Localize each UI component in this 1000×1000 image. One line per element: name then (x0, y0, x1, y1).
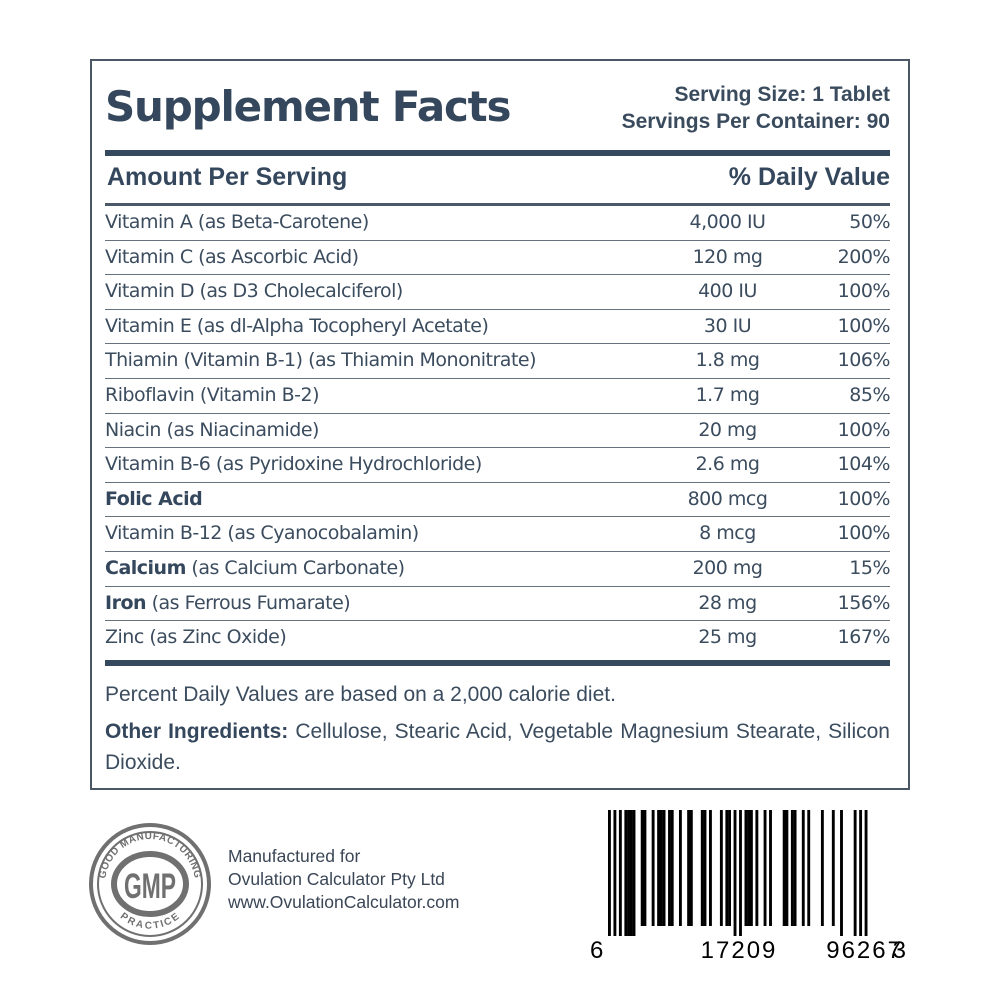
nutrient-name-text: Vitamin D (as D3 Cholecalciferol) (105, 280, 403, 303)
supplement-facts-panel: Supplement Facts Serving Size: 1 Tablet … (90, 59, 910, 790)
nutrient-name-bold: Iron (105, 591, 147, 614)
nutrient-name-text: Riboflavin (Vitamin B-2) (105, 383, 320, 406)
manufacturer-website: www.OvulationCalculator.com (228, 892, 460, 912)
nutrient-daily-value: 50% (849, 211, 890, 233)
nutrient-row: Calcium (as Calcium Carbonate) 200 mg 15% (105, 552, 890, 587)
nutrient-name: Riboflavin (Vitamin B-2) (105, 383, 320, 406)
nutrient-daily-value: 15% (849, 556, 890, 579)
nutrient-daily-value: 200% (837, 245, 891, 268)
serving-size: Serving Size: 1 Tablet (674, 83, 890, 106)
nutrient-amount: 20 mg (698, 418, 757, 441)
nutrient-name: Thiamin (Vitamin B-1) (as Thiamin Mononi… (105, 349, 537, 372)
nutrient-amount: 1.8 mg (695, 349, 760, 372)
nutrient-daily-value: 167% (837, 626, 891, 649)
nutrient-amount: 4,000 IU (689, 211, 766, 233)
other-ingredients: Other Ingredients: Cellulose, Stearic Ac… (105, 716, 890, 778)
nutrient-row: Riboflavin (Vitamin B-2) 1.7 mg 85% (105, 379, 890, 414)
daily-value-footnote: Percent Daily Values are based on a 2,00… (105, 683, 616, 706)
nutrient-amount: 800 mcg (687, 487, 768, 510)
nutrient-name-text: Vitamin A (as Beta-Carotene) (105, 211, 369, 233)
nutrient-name-bold: Folic Acid (105, 487, 203, 510)
nutrient-row: Vitamin B-12 (as Cyanocobalamin) 8 mcg 100… (105, 517, 891, 552)
manufacturer-name: Ovulation Calculator Pty Ltd (228, 869, 445, 889)
nutrient-row: Vitamin C (as Ascorbic Acid) 120 mg 200% (105, 241, 891, 276)
nutrient-name: Vitamin E (as dl-Alpha Tocopheryl Acetat… (105, 314, 489, 337)
nutrient-name-text: (as Ferrous Fumarate) (146, 591, 351, 614)
panel-title: Supplement Facts (105, 82, 512, 131)
nutrient-amount: 30 IU (703, 314, 752, 337)
nutrient-amount: 25 mg (698, 626, 757, 649)
nutrient-amount: 400 IU (698, 280, 757, 303)
nutrient-row: Vitamin A (as Beta-Carotene) 4,000 IU 50% (105, 206, 890, 241)
header-rule (105, 203, 890, 206)
nutrient-row: Vitamin B-6 (as Pyridoxine Hydrochloride… (105, 448, 891, 483)
nutrient-daily-value: 106% (837, 349, 891, 372)
nutrient-daily-value: 100% (837, 522, 891, 545)
nutrient-amount: 8 mcg (699, 522, 756, 545)
nutrient-name: Vitamin D (as D3 Cholecalciferol) (105, 280, 403, 302)
nutrient-name-text: Vitamin B-12 (as Cyanocobalamin) (105, 522, 419, 545)
nutrient-row: Folic Acid 800 mcg 100% (105, 483, 891, 518)
other-ingredients-list: Cellulose, Stearic Acid, Vegetable Magne… (105, 720, 890, 774)
nutrient-row: Thiamin (Vitamin B-1) (as Thiamin Mononi… (105, 344, 891, 379)
barcode-check-digit: 3 (893, 937, 908, 962)
nutrient-name: Niacin (as Niacinamide) (105, 419, 319, 441)
nutrient-row: Niacin (as Niacinamide) 20 mg 100% (105, 414, 891, 449)
nutrient-row: Zinc (as Zinc Oxide) 25 mg 167% (105, 621, 891, 656)
other-ingredients-label: Other Ingredients: (105, 720, 289, 743)
nutrient-name-text: Vitamin E (as dl-Alpha Tocopheryl Acetat… (105, 314, 489, 337)
nutrient-amount: 28 mg (698, 591, 757, 614)
nutrient-name: Calcium (as Calcium Carbonate) (105, 557, 405, 579)
nutrient-name: Vitamin B-6 (as Pyridoxine Hydrochloride… (105, 453, 482, 475)
nutrient-name-text: Vitamin B-6 (as Pyridoxine Hydrochloride… (105, 453, 482, 476)
nutrient-row: Vitamin E (as dl-Alpha Tocopheryl Acetat… (105, 310, 891, 345)
nutrient-name: Folic Acid (105, 487, 203, 510)
nutrient-name: Zinc (as Zinc Oxide) (105, 626, 287, 649)
column-header: Amount Per Serving % Daily Value (105, 157, 890, 197)
nutrient-amount: 200 mg (692, 556, 763, 579)
nutrient-daily-value: 156% (837, 591, 891, 614)
nutrient-amount: 120 mg (692, 245, 763, 268)
nutrient-daily-value: 100% (837, 487, 891, 510)
nutrient-name-bold: Calcium (105, 556, 186, 579)
manufacturer-info: Manufactured for Ovulation Calculator Pt… (228, 845, 459, 914)
nutrient-row: Iron (as Ferrous Fumarate) 28 mg 156% (105, 587, 891, 622)
nutrient-name: Vitamin C (as Ascorbic Acid) (105, 246, 359, 268)
daily-value-heading: % Daily Value (728, 163, 890, 191)
nutrient-name: Iron (as Ferrous Fumarate) (105, 591, 351, 614)
thick-rule-top (105, 150, 890, 156)
nutrient-name: Vitamin A (as Beta-Carotene) (105, 211, 369, 233)
nutrient-amount: 1.7 mg (695, 383, 760, 406)
nutrient-daily-value: 104% (837, 453, 891, 476)
servings-per-container: Servings Per Container: 90 (621, 110, 890, 133)
amount-per-serving-heading: Amount Per Serving (107, 163, 348, 191)
nutrient-daily-value: 100% (837, 418, 891, 441)
gmp-seal-icon: GMP GOOD MANUFACTURING PRACTICE (89, 823, 211, 945)
nutrient-amount: 2.6 mg (695, 453, 760, 476)
nutrient-name-text: Thiamin (Vitamin B-1) (as Thiamin Mononi… (105, 349, 537, 372)
gmp-text: GMP (124, 867, 176, 906)
barcode-left-digits: 17209 (701, 937, 778, 962)
thick-rule-bottom (105, 660, 890, 666)
nutrient-daily-value: 100% (837, 280, 891, 303)
serving-info: Serving Size: 1 Tablet Servings Per Cont… (622, 81, 890, 135)
barcode-right-digits: 96267 (826, 937, 903, 962)
nutrient-name-text: Zinc (as Zinc Oxide) (105, 626, 287, 649)
nutrient-daily-value: 85% (849, 383, 890, 406)
nutrient-name: Vitamin B-12 (as Cyanocobalamin) (105, 522, 419, 544)
barcode-number-system-digit: 6 (590, 937, 605, 962)
nutrient-name-text: (as Calcium Carbonate) (185, 556, 405, 579)
nutrient-daily-value: 100% (837, 314, 891, 337)
nutrient-table: Vitamin A (as Beta-Carotene) 4,000 IU 50% V… (105, 206, 891, 656)
nutrient-row: Vitamin D (as D3 Cholecalciferol) 400 IU 1… (105, 275, 891, 310)
nutrient-name-text: Vitamin C (as Ascorbic Acid) (105, 245, 359, 268)
manufacturer-line-1: Manufactured for (228, 846, 361, 866)
nutrient-name-text: Niacin (as Niacinamide) (105, 418, 319, 441)
